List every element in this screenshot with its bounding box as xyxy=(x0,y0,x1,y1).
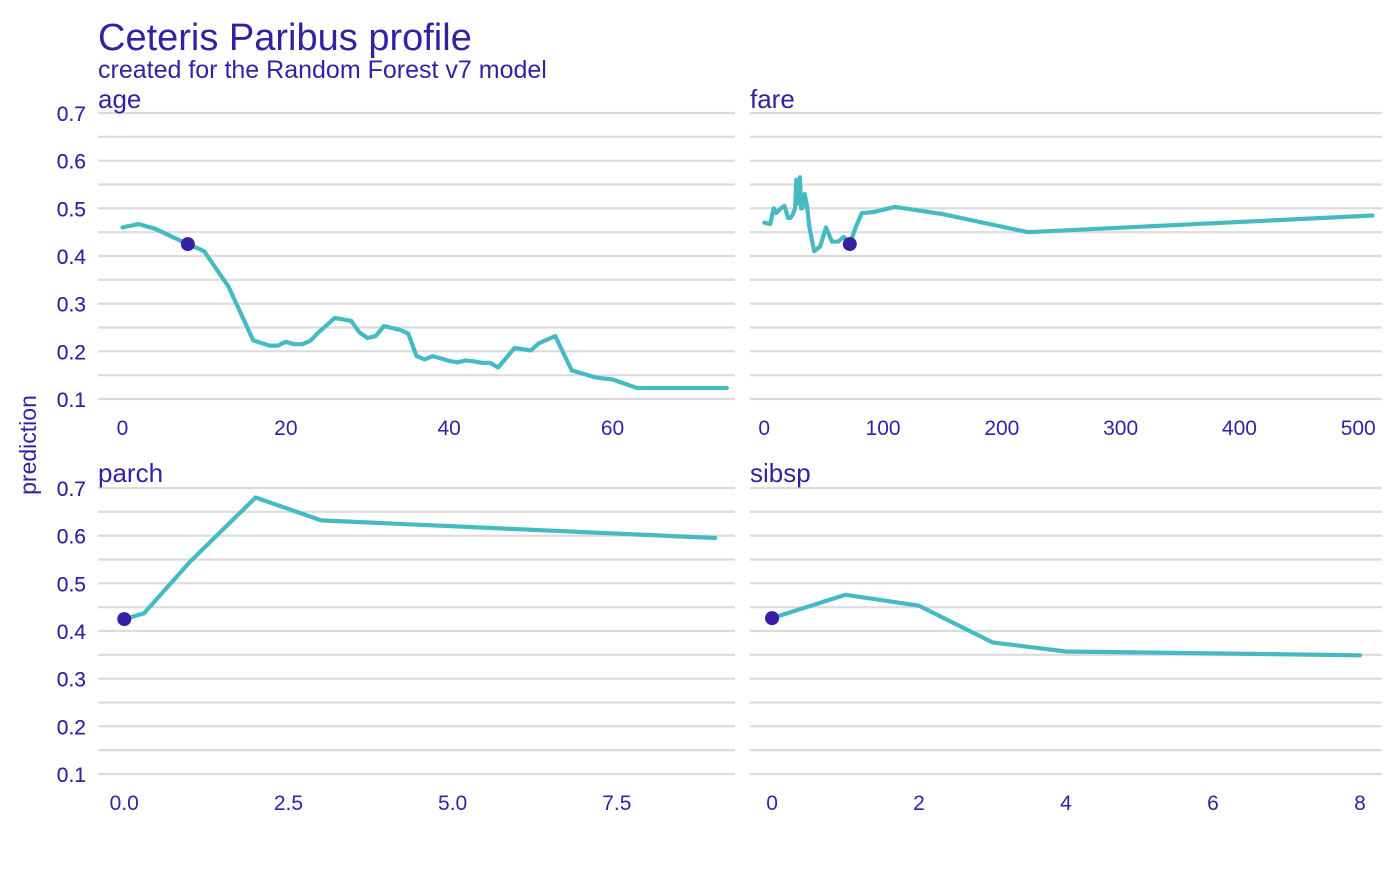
panel-title-fare: fare xyxy=(750,84,795,114)
y-tick-label: 0.3 xyxy=(57,669,86,692)
x-tick-label: 4 xyxy=(1060,792,1072,815)
x-tick-label: 500 xyxy=(1341,417,1376,440)
x-tick-label: 40 xyxy=(437,417,460,440)
x-tick-label: 2.5 xyxy=(274,792,303,815)
chart-subtitle: created for the Random Forest v7 model xyxy=(98,56,547,84)
y-tick-label: 0.4 xyxy=(57,621,87,644)
x-tick-label: 2 xyxy=(913,792,925,815)
observation-point-parch xyxy=(117,612,132,627)
chart-title: Ceteris Paribus profile xyxy=(98,17,472,59)
observation-point-fare xyxy=(842,237,857,252)
y-tick-label: 0.2 xyxy=(57,716,86,739)
panel-title-sibsp: sibsp xyxy=(750,458,811,488)
profile-line-sibsp xyxy=(769,592,1363,658)
observation-point-sibsp xyxy=(765,611,780,626)
y-tick-label: 0.2 xyxy=(57,716,86,739)
y-tick-label: 0.7 xyxy=(57,103,86,126)
x-tick-label: 300 xyxy=(1103,417,1138,440)
x-tick-label: 0 xyxy=(766,792,778,815)
profile-line-parch xyxy=(122,495,718,622)
x-tick-label: 0.0 xyxy=(110,792,139,815)
x-tick-label: 100 xyxy=(866,417,901,440)
y-tick-label: 0.4 xyxy=(57,246,87,269)
y-tick-label: 0.1 xyxy=(57,389,86,412)
x-tick-label: 0 xyxy=(758,417,770,440)
y-tick-label: 0.7 xyxy=(57,103,86,126)
y-tick-label: 0.1 xyxy=(57,764,86,787)
y-tick-label: 0.2 xyxy=(57,341,86,364)
y-tick-label: 0.3 xyxy=(57,294,86,317)
panel-title-age: age xyxy=(98,84,141,114)
profile-line-fare xyxy=(762,175,1375,254)
y-tick-label: 0.4 xyxy=(57,621,87,644)
y-tick-label: 0.3 xyxy=(57,294,86,317)
x-tick-label: 20 xyxy=(274,417,297,440)
panel-sibsp: sibsp 0.1 0.2 0.3 0.4 0.5 0.6 0.7 0 2 4 6 8 xyxy=(57,458,1382,815)
y-tick-label: 0.5 xyxy=(57,198,86,221)
y-tick-label: 0.5 xyxy=(57,573,86,596)
panel-age: age 0.1 0.2 0.3 0.4 0.5 0.6 0.7 0 20 40 60 xyxy=(57,84,735,440)
x-tick-label: 60 xyxy=(601,417,624,440)
x-tick-label: 0 xyxy=(117,417,129,440)
y-axis-label: prediction xyxy=(15,395,41,495)
panel-title-parch: parch xyxy=(98,458,163,488)
y-tick-label: 0.7 xyxy=(57,478,86,501)
panel-parch: parch 0.1 0.2 0.3 0.4 0.5 0.6 0.7 0.0 2.5 5.0 7.5 xyxy=(57,458,735,815)
y-tick-label: 0.4 xyxy=(57,246,87,269)
x-tick-label: 200 xyxy=(984,417,1019,440)
x-tick-label: 5.0 xyxy=(438,792,467,815)
y-tick-label: 0.5 xyxy=(57,573,86,596)
profile-line-age xyxy=(120,222,729,391)
y-tick-label: 0.1 xyxy=(57,389,86,412)
y-tick-label: 0.7 xyxy=(57,478,86,501)
y-tick-label: 0.1 xyxy=(57,764,86,787)
y-tick-label: 0.6 xyxy=(57,151,86,174)
y-tick-label: 0.2 xyxy=(57,341,86,364)
x-tick-label: 400 xyxy=(1222,417,1257,440)
y-tick-label: 0.6 xyxy=(57,526,86,549)
y-tick-label: 0.3 xyxy=(57,669,86,692)
y-tick-label: 0.6 xyxy=(57,526,86,549)
observation-point-age xyxy=(180,237,195,252)
x-tick-label: 7.5 xyxy=(602,792,631,815)
y-tick-label: 0.6 xyxy=(57,151,86,174)
x-tick-label: 6 xyxy=(1207,792,1219,815)
x-tick-label: 8 xyxy=(1354,792,1366,815)
y-tick-label: 0.5 xyxy=(57,198,86,221)
